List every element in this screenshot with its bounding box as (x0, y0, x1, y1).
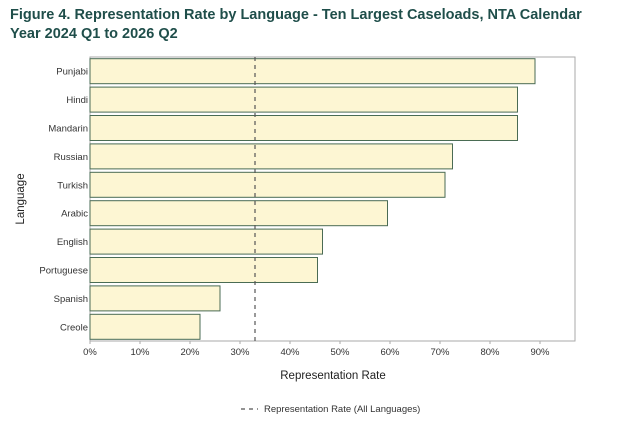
y-tick-label: Russian (54, 152, 88, 163)
x-tick-label: 50% (330, 347, 350, 358)
y-tick-label: Portuguese (39, 266, 88, 277)
x-tick-label: 0% (83, 347, 97, 358)
bar-arabic (89, 200, 388, 227)
bar-punjabi (89, 58, 536, 85)
legend-label: Representation Rate (All Languages) (264, 404, 420, 415)
bar-english (89, 228, 323, 255)
y-axis-title: Language (15, 173, 27, 224)
bar-portuguese (89, 257, 318, 283)
y-tick-label: Spanish (54, 294, 88, 305)
bar-turkish (89, 171, 446, 198)
y-tick-label: Arabic (61, 209, 88, 220)
bar-spanish (89, 285, 221, 312)
x-tick-label: 70% (430, 347, 450, 358)
x-axis-title: Representation Rate (280, 370, 385, 382)
x-tick-label: 40% (280, 347, 300, 358)
x-tick-label: 90% (530, 347, 550, 358)
x-tick-label: 10% (130, 347, 150, 358)
y-tick-label: Creole (60, 322, 88, 333)
x-tick-label: 30% (230, 347, 250, 358)
y-tick-label: Hindi (66, 95, 88, 106)
y-tick-label: Punjabi (56, 67, 88, 78)
x-tick-label: 80% (480, 347, 500, 358)
x-tick-label: 20% (180, 347, 200, 358)
y-tick-label: Turkish (57, 180, 88, 191)
bar-mandarin (89, 115, 518, 141)
y-tick-label: Mandarin (48, 124, 88, 135)
plot-frame (89, 56, 576, 342)
y-tick-label: English (57, 237, 88, 248)
x-tick-label: 60% (380, 347, 400, 358)
chart-title: Figure 4. Representation Rate by Languag… (10, 7, 582, 42)
bar-hindi (89, 86, 518, 113)
bar-russian (89, 143, 453, 170)
bar-creole (89, 313, 201, 340)
